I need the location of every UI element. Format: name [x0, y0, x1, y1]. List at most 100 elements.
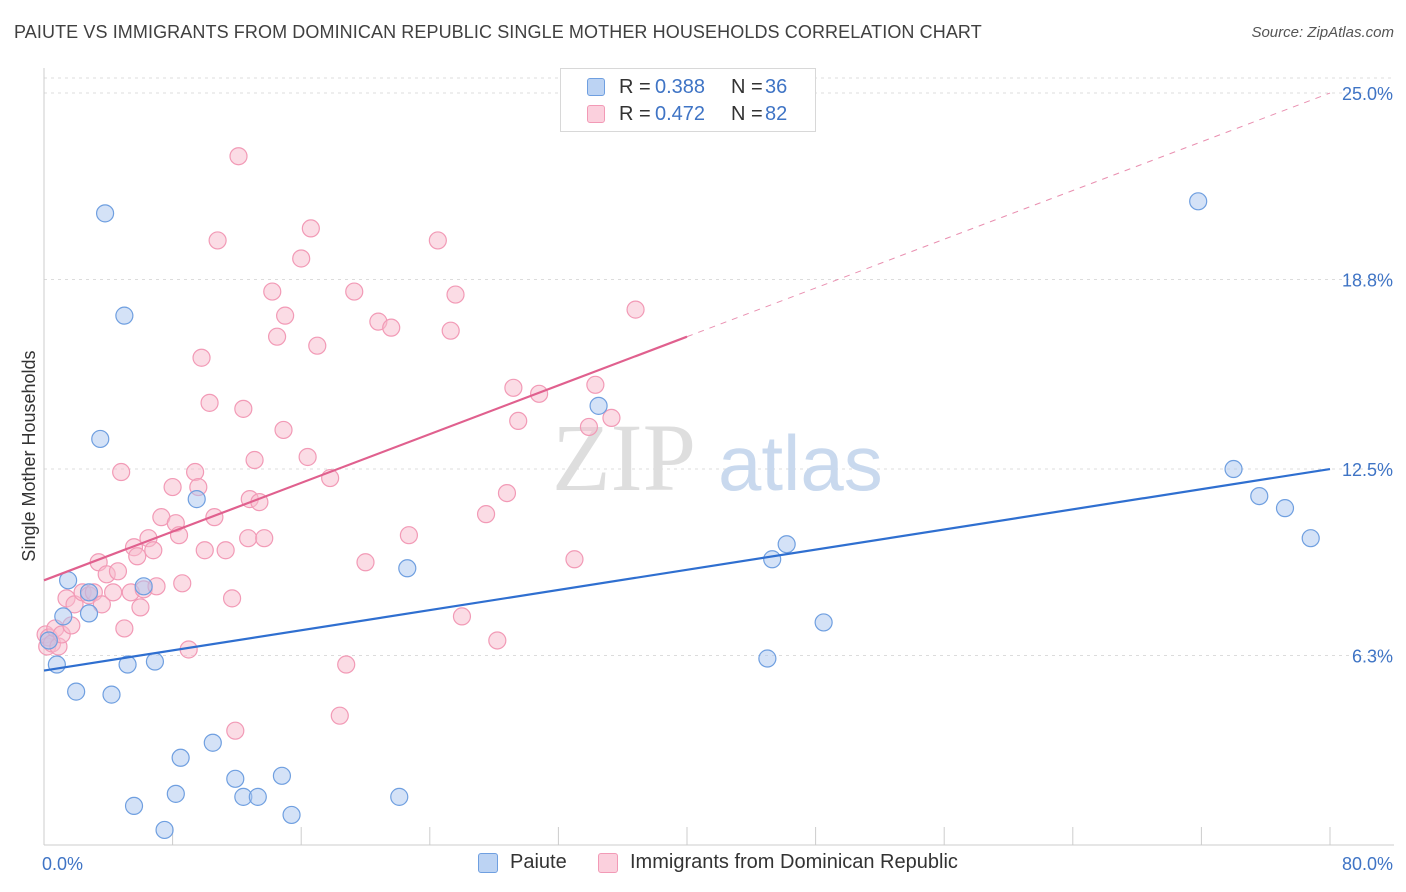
- watermark-atlas: atlas: [718, 419, 883, 507]
- data-point-paiute: [777, 535, 796, 554]
- data-point-paiute: [145, 652, 165, 671]
- data-point-paiute: [390, 787, 409, 806]
- data-point-dominican: [112, 462, 131, 482]
- data-point-dominican: [92, 595, 111, 614]
- correlation-legend: R = 0.388 N = 36 R = 0.472 N = 82: [560, 68, 816, 132]
- legend-row-paiute: R = 0.388 N = 36: [587, 74, 787, 100]
- watermark: ZIP atlas: [552, 404, 883, 511]
- source-label: Source: ZipAtlas.com: [1251, 24, 1394, 41]
- legend-item-paiute[interactable]: Paiute: [478, 851, 567, 874]
- data-point-dominican: [452, 607, 472, 626]
- data-point-dominican: [245, 450, 264, 470]
- data-point-dominican: [497, 483, 517, 503]
- y-tick-label: 6.3%: [1352, 647, 1393, 667]
- data-point-dominican: [267, 327, 287, 346]
- data-point-dominican: [255, 529, 274, 548]
- data-point-paiute: [589, 396, 608, 415]
- legend-swatch-dominican: [598, 852, 618, 873]
- data-point-dominican: [131, 598, 150, 617]
- data-point-dominican: [446, 285, 465, 304]
- data-point-dominican: [229, 147, 248, 166]
- data-point-dominican: [276, 306, 295, 325]
- x-tick-labels: 0.0% 80.0%: [42, 854, 1393, 874]
- data-point-dominican: [441, 321, 460, 340]
- data-point-paiute: [115, 306, 134, 325]
- data-point-dominican: [128, 547, 147, 566]
- data-point-dominican: [144, 541, 163, 560]
- legend-r-value: 0.388: [655, 75, 706, 98]
- data-point-dominican: [586, 375, 605, 394]
- data-point-paiute: [203, 733, 222, 752]
- data-point-paiute: [248, 787, 267, 806]
- data-point-paiute: [272, 766, 292, 785]
- data-point-dominican: [104, 583, 123, 602]
- data-point-dominican: [186, 462, 205, 482]
- data-point-dominican: [173, 574, 192, 593]
- data-point-dominican: [626, 300, 645, 319]
- legend-swatch-dominican: [587, 105, 605, 123]
- legend-label-paiute: Paiute: [510, 851, 567, 873]
- data-point-dominican: [399, 526, 419, 545]
- data-point-dominican: [428, 231, 447, 250]
- data-point-dominican: [226, 721, 245, 740]
- data-point-paiute: [187, 490, 206, 509]
- data-point-paiute: [54, 607, 73, 626]
- legend-n-value: 36: [765, 75, 788, 98]
- data-point-paiute: [226, 769, 245, 788]
- data-point-dominican: [200, 393, 219, 412]
- y-tick-label: 12.5%: [1342, 460, 1393, 480]
- axes: [43, 68, 1394, 846]
- data-point-paiute: [95, 204, 115, 223]
- y-tick-label: 25.0%: [1342, 84, 1393, 104]
- legend-r-label: R =: [619, 102, 651, 125]
- data-point-paiute: [1189, 192, 1208, 211]
- legend-n-value: 82: [765, 102, 788, 125]
- watermark-zip: ZIP: [552, 404, 696, 511]
- data-point-paiute: [79, 583, 99, 602]
- data-point-dominican: [509, 411, 528, 431]
- data-point-dominican: [330, 706, 349, 725]
- data-point-paiute: [814, 613, 833, 632]
- data-point-paiute: [102, 685, 121, 704]
- data-point-dominican: [195, 541, 214, 560]
- data-point-dominican: [382, 318, 401, 337]
- legend-swatch-paiute: [587, 78, 605, 96]
- y-tick-label: 18.8%: [1342, 271, 1393, 291]
- data-point-dominican: [274, 420, 293, 440]
- series-paiute-points: [39, 192, 1320, 840]
- y-axis-label: Single Mother Households: [19, 350, 39, 561]
- legend-row-dominican: R = 0.472 N = 82: [587, 101, 787, 127]
- y-tick-labels: 6.3% 12.5% 18.8% 25.0%: [1342, 84, 1393, 666]
- legend-swatch-paiute: [478, 852, 498, 873]
- data-point-paiute: [166, 784, 185, 803]
- series-legend: Paiute Immigrants from Dominican Republi…: [0, 851, 1406, 879]
- data-point-dominican: [115, 619, 134, 638]
- data-point-paiute: [758, 649, 777, 668]
- trend-line-dominican: [43, 335, 688, 582]
- data-point-dominican: [292, 249, 311, 268]
- data-point-paiute: [1224, 459, 1243, 479]
- data-point-dominican: [476, 505, 496, 524]
- data-point-paiute: [67, 682, 86, 701]
- data-point-dominican: [163, 477, 182, 497]
- chart-title: PAIUTE VS IMMIGRANTS FROM DOMINICAN REPU…: [14, 22, 982, 42]
- data-point-dominican: [356, 553, 375, 572]
- legend-r-label: R =: [619, 75, 651, 98]
- data-point-dominican: [579, 417, 599, 437]
- data-point-dominican: [222, 589, 242, 608]
- data-point-paiute: [155, 820, 174, 840]
- data-point-paiute: [134, 577, 153, 596]
- legend-r-value: 0.472: [655, 102, 706, 125]
- data-point-dominican: [488, 631, 507, 650]
- data-point-dominican: [216, 541, 235, 560]
- data-point-paiute: [39, 631, 58, 650]
- data-point-dominican: [504, 378, 523, 397]
- legend-item-dominican[interactable]: Immigrants from Dominican Republic: [598, 851, 958, 874]
- data-point-dominican: [308, 336, 327, 355]
- data-point-dominican: [337, 655, 356, 674]
- data-point-paiute: [1301, 529, 1320, 548]
- data-point-dominican: [108, 562, 128, 581]
- data-point-dominican: [234, 399, 253, 418]
- data-point-paiute: [79, 604, 99, 623]
- data-point-dominican: [301, 219, 320, 238]
